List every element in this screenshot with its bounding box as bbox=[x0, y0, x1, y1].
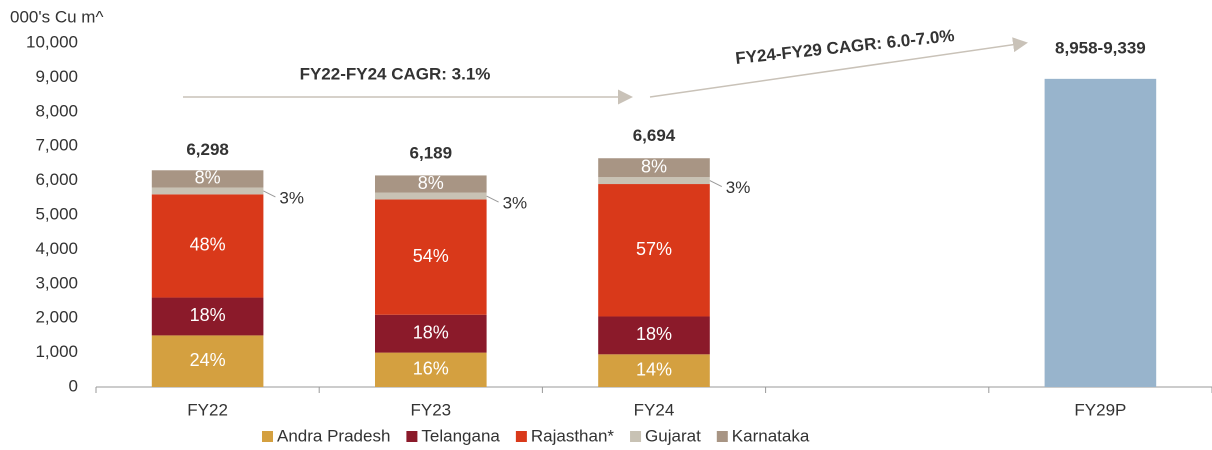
data-label: 8% bbox=[641, 156, 667, 176]
y-tick-label: 4,000 bbox=[35, 239, 78, 258]
data-label: 3% bbox=[279, 188, 304, 207]
bar-segment bbox=[598, 316, 710, 355]
bar-segment bbox=[375, 175, 487, 193]
leader-line bbox=[709, 180, 723, 188]
y-tick-label: 0 bbox=[69, 376, 78, 395]
data-label: 48% bbox=[190, 235, 226, 255]
x-tick-label: FY23 bbox=[410, 400, 451, 419]
y-axis-label: 000's Cu m^ bbox=[10, 7, 103, 26]
data-label: 8% bbox=[195, 168, 221, 188]
y-tick-label: 3,000 bbox=[35, 273, 78, 292]
y-tick-label: 10,000 bbox=[26, 32, 78, 51]
data-label: 18% bbox=[636, 324, 672, 344]
legend-label: Andra Pradesh bbox=[277, 426, 390, 445]
bar-segment bbox=[375, 192, 487, 200]
data-label: 24% bbox=[190, 350, 226, 370]
bar-segment bbox=[151, 297, 264, 336]
bar-segment bbox=[375, 352, 487, 387]
leader-line bbox=[486, 195, 499, 203]
data-label: 54% bbox=[413, 246, 449, 266]
bar-segment bbox=[598, 177, 710, 185]
arrow bbox=[649, 37, 1028, 98]
legend-swatch bbox=[716, 431, 728, 442]
annotation: FY22-FY24 CAGR: 3.1% bbox=[300, 64, 491, 83]
legend-label: Gujarat bbox=[645, 426, 701, 445]
data-label: 8,958-9,339 bbox=[1055, 38, 1146, 57]
y-tick-label: 1,000 bbox=[35, 342, 78, 361]
y-tick-label: 2,000 bbox=[35, 308, 78, 327]
bar-segment bbox=[598, 354, 710, 387]
y-tick-label: 8,000 bbox=[35, 101, 78, 120]
bar-segment bbox=[151, 187, 264, 195]
data-label: 8% bbox=[418, 173, 444, 193]
x-tick-label: FY24 bbox=[634, 400, 675, 419]
legend-swatch bbox=[515, 431, 527, 442]
bar-segment bbox=[375, 199, 487, 315]
bar-segment bbox=[151, 335, 264, 387]
legend-swatch bbox=[630, 431, 642, 442]
y-tick-label: 9,000 bbox=[35, 67, 78, 86]
data-label: 14% bbox=[636, 359, 672, 379]
data-label: 16% bbox=[413, 359, 449, 379]
bar-segment bbox=[375, 314, 487, 353]
bar-segment bbox=[151, 194, 264, 298]
legend-swatch bbox=[262, 431, 273, 442]
legend-swatch bbox=[406, 431, 418, 442]
bar-segment bbox=[1044, 78, 1157, 388]
leader-line bbox=[263, 190, 276, 198]
legend-label: Telangana bbox=[421, 426, 500, 445]
x-tick-label: FY29P bbox=[1074, 400, 1126, 419]
data-label: 18% bbox=[190, 305, 226, 325]
y-tick-label: 6,000 bbox=[35, 170, 78, 189]
data-label: 3% bbox=[503, 194, 528, 213]
legend-label: Karnataka bbox=[732, 426, 810, 445]
bar-segment bbox=[598, 184, 710, 317]
data-label: 18% bbox=[413, 322, 449, 342]
y-tick-label: 7,000 bbox=[35, 136, 78, 155]
total-label: 6,189 bbox=[410, 144, 453, 163]
data-label: 3% bbox=[726, 178, 751, 197]
bar-segment bbox=[598, 158, 710, 178]
legend-label: Rajasthan* bbox=[531, 426, 615, 445]
bar-segment bbox=[151, 170, 264, 188]
annotation: FY24-FY29 CAGR: 6.0-7.0% bbox=[734, 26, 955, 68]
total-label: 6,298 bbox=[186, 140, 229, 159]
x-tick-label: FY22 bbox=[187, 400, 228, 419]
total-label: 6,694 bbox=[633, 126, 676, 145]
data-label: 57% bbox=[636, 239, 672, 259]
y-tick-label: 5,000 bbox=[35, 204, 78, 223]
